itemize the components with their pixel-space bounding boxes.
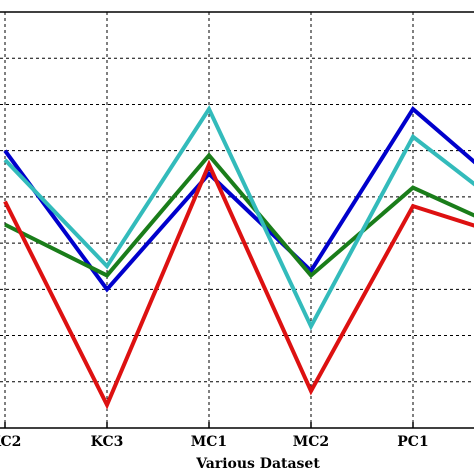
- plot-frame: [0, 11, 474, 429]
- x-axis-label: Various Dataset: [195, 456, 320, 472]
- x-tick-label-kc3: KC3: [91, 434, 124, 450]
- series-group: [3, 104, 474, 410]
- series-line-1: [3, 106, 474, 293]
- x-tick-label-pc1: PC1: [397, 434, 428, 450]
- series-line-3: [3, 104, 474, 331]
- grid: [0, 12, 474, 428]
- series-line-4: [3, 159, 474, 410]
- x-tick-label-mc2: MC2: [293, 434, 329, 450]
- x-tick-label-mc1: MC1: [191, 434, 227, 450]
- x-tick-label-kc2: KC2: [0, 434, 21, 450]
- x-tick-labels: KC2KC3MC1MC2PC1PC2: [0, 434, 429, 450]
